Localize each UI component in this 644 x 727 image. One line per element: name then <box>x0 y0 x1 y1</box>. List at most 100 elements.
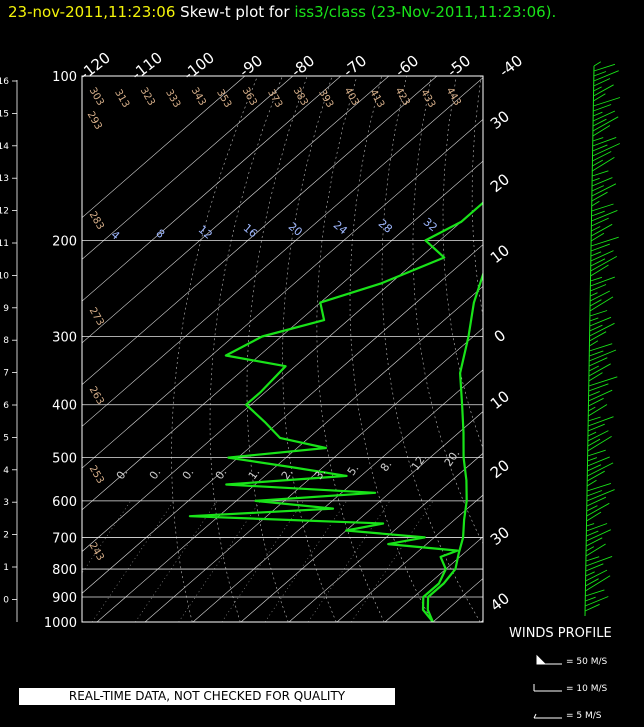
wind-barb <box>593 104 612 112</box>
wind-barb <box>586 470 605 482</box>
theta-label: 443 <box>444 86 463 108</box>
dry-adiabat-line <box>316 76 385 622</box>
wind-barb <box>591 203 614 212</box>
height-tick-label: 7 <box>3 369 9 379</box>
winds-profile-title: WINDS PROFILE <box>509 626 612 641</box>
height-tick-label: 5 <box>3 433 9 443</box>
wind-barb <box>589 349 617 362</box>
theta-label: 393 <box>316 88 335 110</box>
pressure-tick-label: 1000 <box>44 616 77 631</box>
wind-barb <box>593 86 602 92</box>
theta-label: 353 <box>214 88 233 110</box>
wind-barb <box>588 363 611 377</box>
wind-barb <box>588 406 596 412</box>
height-tick-label: 15 <box>0 109 9 119</box>
pressure-tick-label: 400 <box>52 399 77 414</box>
theta-label: 363 <box>240 86 259 108</box>
wind-barb <box>587 449 606 457</box>
height-tick-label: 4 <box>3 466 9 476</box>
isotherm-line <box>577 76 644 622</box>
wind-barb <box>590 243 610 252</box>
wind-legend-50: = 50 M/S <box>566 657 608 667</box>
wind-barb <box>589 316 612 327</box>
wind-barb <box>593 111 603 117</box>
isotherm-line <box>144 327 483 622</box>
wind-barb <box>590 232 605 242</box>
height-tick-label: 1 <box>3 563 9 573</box>
disclaimer-banner: REAL-TIME DATA, NOT CHECKED FOR QUALITY <box>19 688 395 705</box>
wind-barb <box>592 125 611 137</box>
theta-label: 313 <box>112 88 131 110</box>
pressure-tick-label: 100 <box>52 70 77 85</box>
theta-label: 423 <box>393 86 412 108</box>
mixing-ratio-label: 12 <box>196 223 215 242</box>
mixing-ratio-line <box>178 500 261 622</box>
wind-barb <box>587 438 601 447</box>
isotherm-line <box>82 76 390 344</box>
isotherm-line <box>82 244 483 594</box>
wind-barb <box>585 546 595 552</box>
dewpoint-trace <box>188 201 483 622</box>
wind-barb <box>592 157 615 172</box>
wind-barb <box>592 136 617 147</box>
height-tick-label: 2 <box>3 531 9 541</box>
mixing-ratio-line <box>351 500 434 622</box>
wind-barb <box>588 365 600 372</box>
height-tick-label: 14 <box>0 142 9 152</box>
dry-adiabat-line <box>381 76 481 622</box>
wind-barb <box>586 482 612 492</box>
isotherm-line <box>82 76 438 386</box>
wind-barb <box>585 543 606 557</box>
moist-adiabat-label: 0. <box>147 466 164 482</box>
theta-label: 383 <box>291 86 310 108</box>
height-tick-label: 11 <box>0 239 9 249</box>
isotherm-line <box>384 536 483 622</box>
right-temp-label: 20 <box>487 456 513 482</box>
wind-barb <box>592 170 609 177</box>
wind-barb <box>591 185 604 192</box>
wind-barb <box>589 310 608 317</box>
isotherm-line <box>336 494 483 622</box>
theta-left-label: 283 <box>87 210 106 232</box>
wind-barb <box>588 383 609 392</box>
wind-barb <box>592 151 612 162</box>
title-time: 23-nov-2011,11:23:06 <box>8 3 176 21</box>
wind-barb <box>590 250 614 262</box>
wind-barb <box>588 372 603 382</box>
mixing-ratio-line <box>221 500 304 622</box>
isotherm-line <box>288 452 483 622</box>
pressure-tick-label: 500 <box>52 452 77 467</box>
wind-barb <box>589 324 603 332</box>
wind-barb <box>591 177 600 182</box>
theta-label: 323 <box>138 86 157 108</box>
moist-adiabat-label: 1. <box>246 466 263 482</box>
wind-barb <box>592 159 604 167</box>
wind-barb <box>590 292 598 297</box>
theta-label: 303 <box>87 86 106 108</box>
theta-left-label: 253 <box>87 464 106 486</box>
wind-barb <box>588 376 618 387</box>
wind-barb-5-icon <box>533 713 562 719</box>
mixing-ratio-label: 8 <box>153 227 167 241</box>
moist-adiabat-label: 0. <box>213 466 230 482</box>
isotherm-line <box>82 202 483 552</box>
height-tick-label: 6 <box>3 401 9 411</box>
theta-left-label: 263 <box>87 385 106 407</box>
wind-barb <box>585 596 596 602</box>
wind-barb <box>585 589 605 597</box>
wind-barb <box>587 423 605 432</box>
mixing-ratio-line <box>135 500 218 622</box>
wind-barb <box>589 317 599 322</box>
wind-barb <box>586 523 608 532</box>
wind-barb <box>592 143 620 157</box>
dry-adiabat-line <box>171 76 258 622</box>
wind-barb <box>585 571 595 577</box>
isotherm-line <box>82 160 483 511</box>
wind-barb <box>585 575 611 592</box>
wind-barb <box>590 223 613 237</box>
wind-barb <box>590 236 619 247</box>
dry-adiabat-line <box>209 76 283 622</box>
right-temp-label: 20 <box>487 170 513 196</box>
wind-barb <box>591 209 618 222</box>
wind-barb <box>593 71 607 77</box>
